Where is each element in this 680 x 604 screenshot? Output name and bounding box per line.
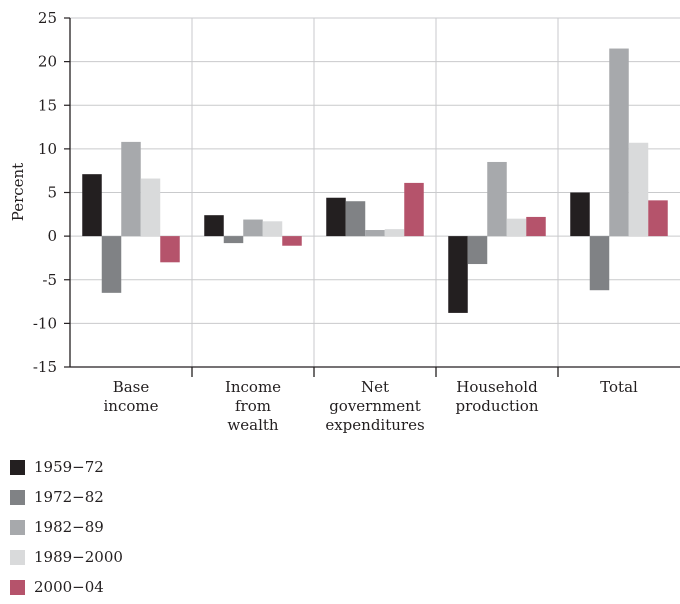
bar: [82, 174, 102, 237]
y-tick-label: -10: [33, 314, 57, 332]
bar: [648, 200, 668, 237]
y-tick-label: 15: [38, 96, 57, 114]
legend-label: 1989−2000: [34, 548, 123, 566]
x-category-label-line: wealth: [227, 416, 278, 434]
legend-label: 1972−82: [34, 488, 104, 506]
y-tick-label: -15: [33, 358, 57, 376]
x-category-label-line: Net: [361, 378, 389, 396]
bar: [628, 142, 649, 237]
legend-item: 1982−89: [10, 512, 123, 542]
x-category-label: Income from wealth: [225, 378, 281, 434]
x-category-label: Household production: [456, 378, 539, 415]
y-axis-ticks: 25 20 15 10 5 0 -5 -10 -15: [33, 9, 70, 376]
bar: [609, 48, 629, 237]
bar: [262, 221, 283, 237]
x-category-label-line: government: [329, 397, 421, 415]
legend-swatch: [10, 549, 25, 565]
y-tick-label: -5: [42, 271, 57, 289]
legend-swatch: [10, 459, 25, 475]
y-tick-label: 20: [38, 53, 57, 71]
x-axis-labels: Base income Income from wealth Net government e…: [104, 378, 639, 434]
x-category-label: Total: [600, 378, 638, 396]
x-category-label-line: production: [456, 397, 539, 415]
y-tick-label: 10: [38, 140, 57, 158]
bar: [506, 218, 527, 237]
x-category-label-line: Base: [113, 378, 150, 396]
bar: [487, 161, 507, 237]
x-category-label-line: Household: [456, 378, 538, 396]
legend-label: 2000−04: [34, 578, 104, 596]
bar: [140, 178, 161, 237]
legend-label: 1959−72: [34, 458, 104, 476]
y-axis-label: Percent: [9, 163, 27, 221]
legend-label: 1982−89: [34, 518, 104, 536]
legend-item: 1989−2000: [10, 542, 123, 572]
bar: [282, 236, 302, 246]
bar: [526, 216, 546, 237]
bar: [101, 236, 122, 293]
bars-group: [82, 48, 668, 313]
legend-swatch: [10, 489, 25, 505]
bar: [589, 236, 610, 291]
legend-item: 1972−82: [10, 482, 123, 512]
legend-item: 1959−72: [10, 452, 123, 482]
bar: [365, 230, 385, 237]
x-category-label-line: expenditures: [325, 416, 424, 434]
x-category-label: Net government expenditures: [325, 378, 424, 434]
bar: [223, 236, 244, 244]
x-category-label-line: Income: [225, 378, 281, 396]
y-tick-label: 5: [47, 184, 57, 202]
y-tick-label: 25: [38, 9, 57, 27]
bar: [467, 236, 488, 265]
legend: 1959−72 1972−82 1982−89 1989−2000 2000−04: [10, 452, 123, 602]
bar: [345, 201, 366, 237]
x-category-label-line: income: [104, 397, 159, 415]
legend-swatch: [10, 519, 25, 535]
bar: [204, 215, 224, 237]
bar: [121, 141, 141, 237]
x-category-label-line: from: [235, 397, 271, 415]
bar: [448, 236, 468, 313]
x-category-label: Base income: [104, 378, 159, 415]
legend-swatch: [10, 579, 25, 595]
bar: [326, 197, 346, 237]
bar: [160, 236, 180, 263]
bar-chart: 25 20 15 10 5 0 -5 -10 -15 Base income Income from w…: [9, 9, 680, 434]
bar: [243, 219, 263, 237]
bar: [384, 229, 405, 237]
bar: [404, 182, 424, 237]
bar: [570, 192, 590, 237]
x-category-label-line: Total: [600, 378, 638, 396]
legend-item: 2000−04: [10, 572, 123, 602]
y-tick-label: 0: [47, 227, 57, 245]
